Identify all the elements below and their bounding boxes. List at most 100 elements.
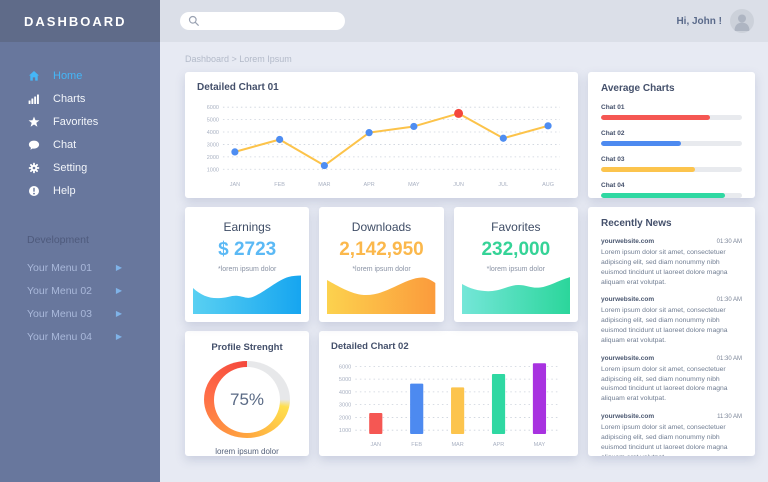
sidebar-item-label: Chat	[53, 138, 77, 151]
news-time: 01:30 AM	[716, 239, 742, 245]
progress-label: Chat 02	[601, 130, 625, 137]
sidebar-item-chat[interactable]: Chat	[0, 133, 160, 156]
favorites-card: Favorites 232,000 *lorem ipsum dolor	[453, 207, 578, 322]
content: Dashboard > Lorem Ipsum Detailed Chart 0…	[160, 42, 768, 482]
bar-chart: 1000 2000 3000 4000 5000 6000 JAN FEB MAR APR MAY	[339, 363, 560, 448]
area-sparkline	[461, 270, 570, 314]
dev-item-label: Your Menu 04	[27, 330, 92, 343]
progress-fill	[601, 141, 682, 146]
svg-text:JAN: JAN	[371, 442, 382, 448]
stat-value: $ 2723	[218, 239, 277, 260]
sidebar-item-help[interactable]: Help	[0, 179, 160, 202]
profile-caption: lorem ipsum dolor	[215, 447, 279, 456]
news-site: yourwebsite.com	[601, 296, 655, 304]
dev-item-label: Your Menu 03	[27, 307, 92, 320]
search-bar[interactable]	[180, 12, 345, 30]
svg-text:3000: 3000	[207, 142, 219, 148]
chart-title: Detailed Chart 01	[197, 82, 279, 93]
svg-text:6000: 6000	[339, 364, 351, 370]
topbar: Hi, John !	[160, 0, 768, 42]
progress-track	[601, 115, 742, 120]
stat-value: 2,142,950	[339, 239, 424, 260]
news-site: yourwebsite.com	[601, 354, 655, 362]
gear-icon	[27, 162, 41, 174]
sidebar-item-your-menu-02[interactable]: Your Menu 02 ▶	[0, 279, 160, 302]
chevron-right-icon: ▶	[115, 309, 122, 318]
progress-row: Chat 03	[601, 156, 742, 172]
svg-text:JUN: JUN	[453, 182, 464, 188]
svg-text:MAY: MAY	[534, 442, 546, 448]
sidebar-item-favorites[interactable]: Favorites	[0, 110, 160, 133]
dev-item-label: Your Menu 02	[27, 284, 92, 297]
svg-text:2000: 2000	[339, 415, 351, 421]
progress-row: Chat 04	[601, 182, 742, 198]
sidebar-item-label: Help	[53, 184, 76, 197]
panel-title: Average Charts	[601, 83, 675, 94]
svg-text:4000: 4000	[207, 130, 219, 136]
area-sparkline	[327, 270, 436, 314]
progress-label: Chat 01	[601, 104, 625, 111]
sidebar-item-your-menu-01[interactable]: Your Menu 01 ▶	[0, 256, 160, 279]
svg-text:5000: 5000	[207, 118, 219, 124]
stat-title: Downloads	[351, 220, 412, 234]
progress-fill	[601, 167, 696, 172]
news-item[interactable]: yourwebsite.com 11:30 AM Lorem ipsum dol…	[601, 413, 742, 456]
help-icon	[27, 185, 41, 197]
svg-text:JAN: JAN	[230, 182, 240, 188]
chat-bubble-icon	[27, 139, 41, 151]
donut-chart: 75%	[204, 361, 290, 438]
svg-text:MAR: MAR	[318, 182, 330, 188]
svg-text:APR: APR	[493, 442, 504, 448]
downloads-card: Downloads 2,142,950 *lorem ipsum dolor	[319, 207, 444, 322]
sidebar-item-home[interactable]: Home	[0, 64, 160, 87]
sidebar-item-label: Setting	[53, 161, 88, 174]
sidebar-nav: Home Charts Favorites Chat	[0, 64, 160, 202]
news-site: yourwebsite.com	[601, 238, 655, 245]
stat-value: 232,000	[481, 239, 551, 260]
earnings-card: Earnings $ 2723 *lorem ipsum dolor	[185, 207, 310, 322]
sidebar-item-label: Charts	[53, 92, 86, 105]
svg-text:2000: 2000	[207, 155, 219, 161]
sidebar-item-your-menu-03[interactable]: Your Menu 03 ▶	[0, 302, 160, 325]
stat-caption: *lorem ipsum dolor	[486, 266, 545, 273]
avatar[interactable]	[730, 9, 754, 33]
stat-caption: *lorem ipsum dolor	[352, 266, 411, 273]
sidebar-item-your-menu-04[interactable]: Your Menu 04 ▶	[0, 325, 160, 348]
chart-title: Detailed Chart 02	[331, 341, 409, 352]
news-time: 11:30 AM	[717, 414, 742, 421]
news-item[interactable]: yourwebsite.com 01:30 AM Lorem ipsum dol…	[601, 238, 742, 287]
news-item[interactable]: yourwebsite.com 01:30 AM Lorem ipsum dol…	[601, 355, 742, 404]
sidebar-item-label: Home	[53, 69, 83, 82]
user-greeting: Hi, John !	[676, 15, 722, 27]
dev-item-label: Your Menu 01	[27, 261, 92, 274]
news-item[interactable]: yourwebsite.com 01:30 AM Lorem ipsum dol…	[601, 296, 742, 345]
donut-hole: 75%	[214, 366, 280, 433]
progress-fill	[601, 115, 710, 120]
svg-text:FEB: FEB	[274, 182, 285, 188]
search-input[interactable]	[204, 16, 334, 26]
stat-caption: *lorem ipsum dolor	[217, 266, 277, 273]
svg-text:3000: 3000	[339, 403, 351, 409]
chevron-right-icon: ▶	[115, 286, 122, 295]
news-time: 01:30 AM	[716, 355, 742, 362]
svg-text:JUL: JUL	[498, 182, 508, 188]
stats-row: Earnings $ 2723 *lorem ipsum dolor Downl…	[185, 207, 578, 322]
sidebar-header: DASHBOARD	[0, 0, 160, 42]
sidebar-item-charts[interactable]: Charts	[0, 87, 160, 110]
news-body: Lorem ipsum dolor sit amet, consectetuer…	[601, 424, 728, 456]
area-sparkline	[193, 270, 302, 314]
news-body: Lorem ipsum dolor sit amet, consectetuer…	[601, 365, 728, 403]
progress-track	[601, 167, 742, 172]
progress-track	[601, 141, 742, 146]
svg-text:1000: 1000	[207, 167, 219, 173]
star-icon	[27, 116, 41, 128]
sidebar-item-setting[interactable]: Setting	[0, 156, 160, 179]
svg-text:AUG: AUG	[542, 182, 554, 188]
detailed-chart-02-card: Detailed Chart 02 1000 2000 3000 4000 5000 60…	[319, 331, 578, 456]
svg-text:FEB: FEB	[411, 442, 422, 448]
progress-track	[601, 193, 742, 198]
bar-chart-icon	[27, 93, 41, 105]
panel-title: Profile Strenght	[211, 342, 283, 353]
svg-text:APR: APR	[363, 182, 374, 188]
